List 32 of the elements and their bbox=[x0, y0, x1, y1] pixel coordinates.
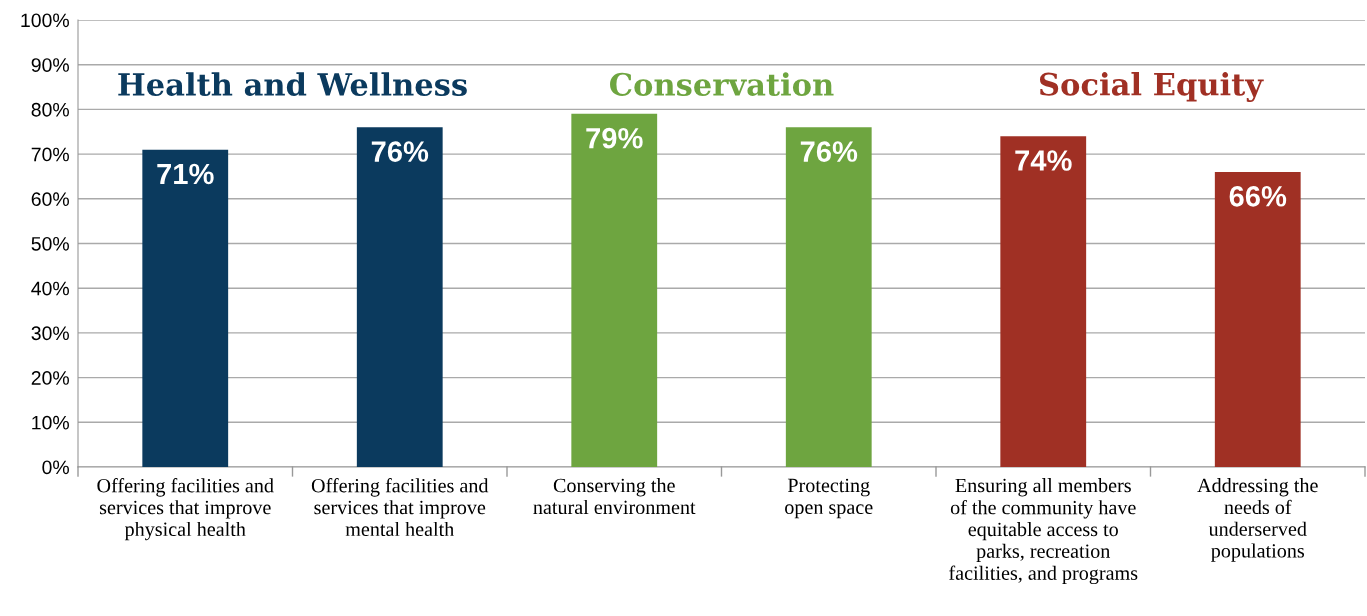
x-tick-label: Ensuring all members of the community have equitable access to parks, recreation facilities, and programs bbox=[949, 478, 1138, 585]
y-tick-label: 100% bbox=[21, 13, 69, 28]
data-label: 76% bbox=[800, 141, 858, 162]
y-tick-label: 80% bbox=[31, 102, 69, 117]
x-tick-label: Addressing the needs of underserved populations bbox=[1197, 478, 1318, 562]
bar bbox=[785, 127, 872, 467]
bar bbox=[356, 127, 443, 467]
y-tick-label: 0% bbox=[42, 460, 69, 475]
data-label: 74% bbox=[1015, 150, 1072, 171]
x-tick-label: Offering facilities and services that improve physical health bbox=[97, 478, 274, 541]
bar bbox=[571, 113, 658, 467]
x-tick-label: Offering facilities and services that improve mental health bbox=[311, 478, 489, 537]
data-label: 79% bbox=[586, 127, 643, 149]
data-label: 71% bbox=[157, 163, 214, 185]
x-tick-label: Conserving the natural environment bbox=[533, 478, 696, 515]
y-tick-label: 70% bbox=[31, 147, 69, 162]
bar bbox=[142, 149, 229, 467]
bar bbox=[1000, 136, 1087, 467]
y-tick-label: 60% bbox=[31, 192, 69, 207]
annotation: Health and Wellness bbox=[118, 72, 467, 96]
y-tick-label: 10% bbox=[32, 415, 69, 430]
annotation: Social Equity bbox=[1039, 72, 1264, 103]
y-tick-label: 90% bbox=[31, 58, 69, 72]
x-tick-label: Protecting open space bbox=[785, 478, 873, 519]
data-label: 66% bbox=[1229, 185, 1287, 207]
annotation: Conservation bbox=[610, 72, 834, 96]
data-label: 76% bbox=[371, 141, 429, 162]
bar bbox=[1214, 171, 1301, 467]
y-tick-label: 30% bbox=[31, 326, 69, 341]
y-tick-label: 20% bbox=[31, 371, 69, 385]
y-tick-label: 40% bbox=[31, 281, 69, 296]
y-tick-label: 50% bbox=[31, 236, 69, 251]
